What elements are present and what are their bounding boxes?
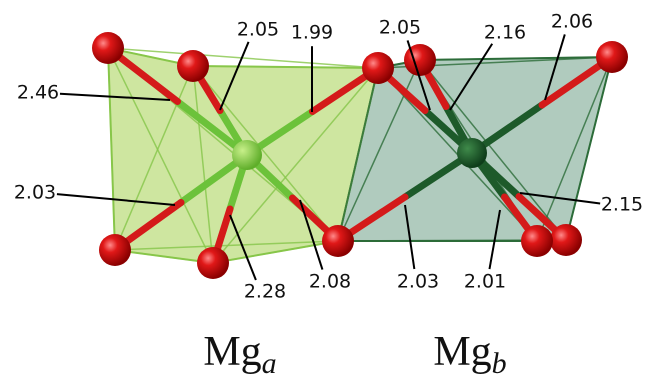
structure-figure: 2.46 2.05 1.99 2.05 2.16 2.06 2.03 2.15 2.28 2.08… xyxy=(0,0,662,377)
o-atom xyxy=(197,247,229,279)
bond-length: 2.03 xyxy=(397,271,439,293)
caption-mg-b: Mgb xyxy=(433,329,506,377)
o-atom xyxy=(177,50,209,82)
bond-length: 2.05 xyxy=(237,19,279,41)
o-atom xyxy=(362,52,394,84)
o-atom xyxy=(404,44,436,76)
bond-length: 2.01 xyxy=(464,271,506,293)
bond-length: 2.16 xyxy=(484,22,526,44)
mg-atom-a xyxy=(232,140,262,170)
o-atom xyxy=(99,234,131,266)
bond-length: 1.99 xyxy=(291,22,333,44)
bond-length: 2.08 xyxy=(309,271,351,293)
o-atom xyxy=(596,41,628,73)
o-atom xyxy=(92,32,124,64)
bond-length: 2.03 xyxy=(14,182,56,204)
o-atom xyxy=(322,225,354,257)
bond-length: 2.28 xyxy=(244,281,286,303)
bond-length: 2.05 xyxy=(379,17,421,39)
o-atom xyxy=(550,224,582,256)
o-atom xyxy=(521,225,553,257)
caption-mg-a: Mga xyxy=(203,329,276,377)
bond-length: 2.06 xyxy=(551,11,593,33)
bond-length: 2.15 xyxy=(601,194,643,216)
bond-length: 2.46 xyxy=(17,82,59,104)
mg-atom-b xyxy=(457,138,487,168)
